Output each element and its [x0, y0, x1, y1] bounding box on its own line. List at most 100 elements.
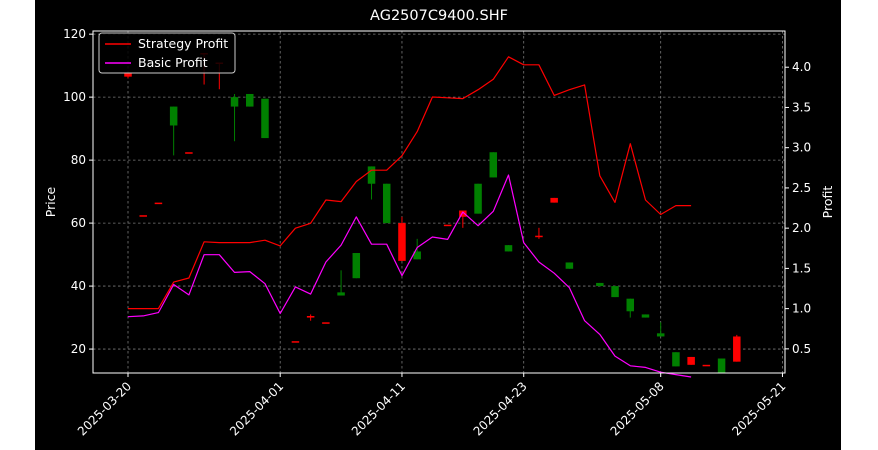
- candle: [413, 238, 421, 260]
- candle: [702, 364, 711, 367]
- axes-frame: [92, 30, 786, 374]
- candle: [717, 358, 726, 373]
- candle-body: [261, 98, 269, 139]
- candle: [261, 98, 269, 139]
- candle: [230, 93, 239, 142]
- candle: [185, 152, 193, 154]
- candle-body: [169, 106, 178, 126]
- strategy-profit-line: [128, 56, 692, 310]
- left-axis-label: Price: [43, 186, 58, 217]
- left-tick-label: 100: [63, 90, 86, 104]
- candle-body: [322, 322, 330, 324]
- right-tick-label: 2.0: [792, 221, 811, 235]
- candle-body: [306, 316, 315, 318]
- candle-body: [733, 336, 741, 362]
- candle-body: [230, 97, 239, 107]
- candle-body: [641, 314, 650, 318]
- candle: [535, 227, 543, 239]
- candle-body: [443, 224, 452, 227]
- candle-body: [291, 341, 300, 343]
- candle: [656, 322, 665, 337]
- candle-body: [382, 183, 391, 224]
- candle: [246, 93, 254, 107]
- candle-body: [687, 356, 695, 365]
- candle: [367, 166, 376, 200]
- candle-body: [124, 73, 132, 77]
- candle-body: [489, 152, 498, 178]
- right-tick-label: 2.5: [792, 181, 811, 195]
- candle: [306, 314, 315, 321]
- candle: [154, 202, 163, 205]
- right-axis: 0.5 1.0 1.5 2.0 2.5 3.0 3.5 4.0: [785, 60, 811, 356]
- candle: [291, 341, 300, 343]
- candle-body: [337, 292, 345, 296]
- chart-title: AG2507C9400.SHF: [370, 8, 508, 24]
- right-tick-label: 3.0: [792, 141, 811, 155]
- candle-body: [672, 352, 680, 367]
- candle: [565, 262, 574, 269]
- left-tick-label: 40: [71, 279, 86, 293]
- left-tick-label: 60: [71, 216, 86, 230]
- candle: [596, 282, 604, 287]
- candle-body: [535, 235, 543, 238]
- candle-body: [565, 262, 574, 269]
- line-layer: [127, 56, 692, 378]
- candle: [611, 286, 619, 298]
- candle: [322, 322, 330, 324]
- candle-body: [398, 223, 406, 261]
- legend-strategy-label: Strategy Profit: [138, 36, 228, 51]
- right-tick-label: 1.0: [792, 302, 811, 316]
- candle-body: [352, 253, 361, 279]
- right-tick-label: 4.0: [792, 60, 811, 74]
- candle: [382, 183, 391, 224]
- candle-body: [367, 166, 376, 184]
- candle-body: [596, 282, 604, 287]
- candle: [474, 183, 482, 214]
- candle-body: [550, 197, 558, 203]
- candle-body: [474, 183, 482, 214]
- candle: [550, 197, 558, 203]
- candle-body: [611, 286, 619, 298]
- candle: [139, 215, 147, 217]
- candle-body: [459, 210, 467, 217]
- legend-box: [98, 32, 236, 74]
- right-tick-label: 0.5: [792, 342, 811, 356]
- legend-basic-label: Basic Profit: [138, 55, 208, 70]
- candle-body: [185, 152, 193, 154]
- candle-body: [139, 215, 147, 217]
- candle: [733, 334, 741, 362]
- candle-body: [717, 358, 726, 373]
- candle: [687, 356, 695, 365]
- candle-body: [246, 93, 254, 107]
- candle: [504, 245, 513, 252]
- candle: [641, 314, 650, 318]
- candle: [169, 106, 178, 156]
- left-tick-label: 80: [71, 153, 86, 167]
- candle: [443, 224, 452, 227]
- candle: [398, 216, 406, 261]
- candle: [672, 352, 680, 367]
- candle: [337, 270, 345, 296]
- basic-profit-line: [127, 174, 692, 378]
- candle: [459, 210, 467, 228]
- legend: Strategy Profit Basic Profit: [98, 32, 236, 74]
- right-tick-label: 1.5: [792, 261, 811, 275]
- candle-body: [154, 202, 163, 205]
- candle: [352, 253, 361, 279]
- candle: [124, 73, 132, 79]
- right-axis-label: Profit: [820, 186, 835, 219]
- right-tick-label: 3.5: [792, 100, 811, 114]
- candle: [489, 152, 498, 178]
- candle-body: [413, 251, 421, 260]
- candle: [626, 298, 635, 318]
- candle-body: [626, 298, 635, 312]
- left-tick-label: 120: [63, 27, 86, 41]
- figure-panel: [35, 0, 841, 450]
- left-tick-label: 20: [71, 342, 86, 356]
- candle-body: [504, 245, 513, 252]
- candle-body: [702, 364, 711, 367]
- candle-body: [656, 333, 665, 337]
- left-axis: 20 40 60 80 100 120: [63, 27, 93, 356]
